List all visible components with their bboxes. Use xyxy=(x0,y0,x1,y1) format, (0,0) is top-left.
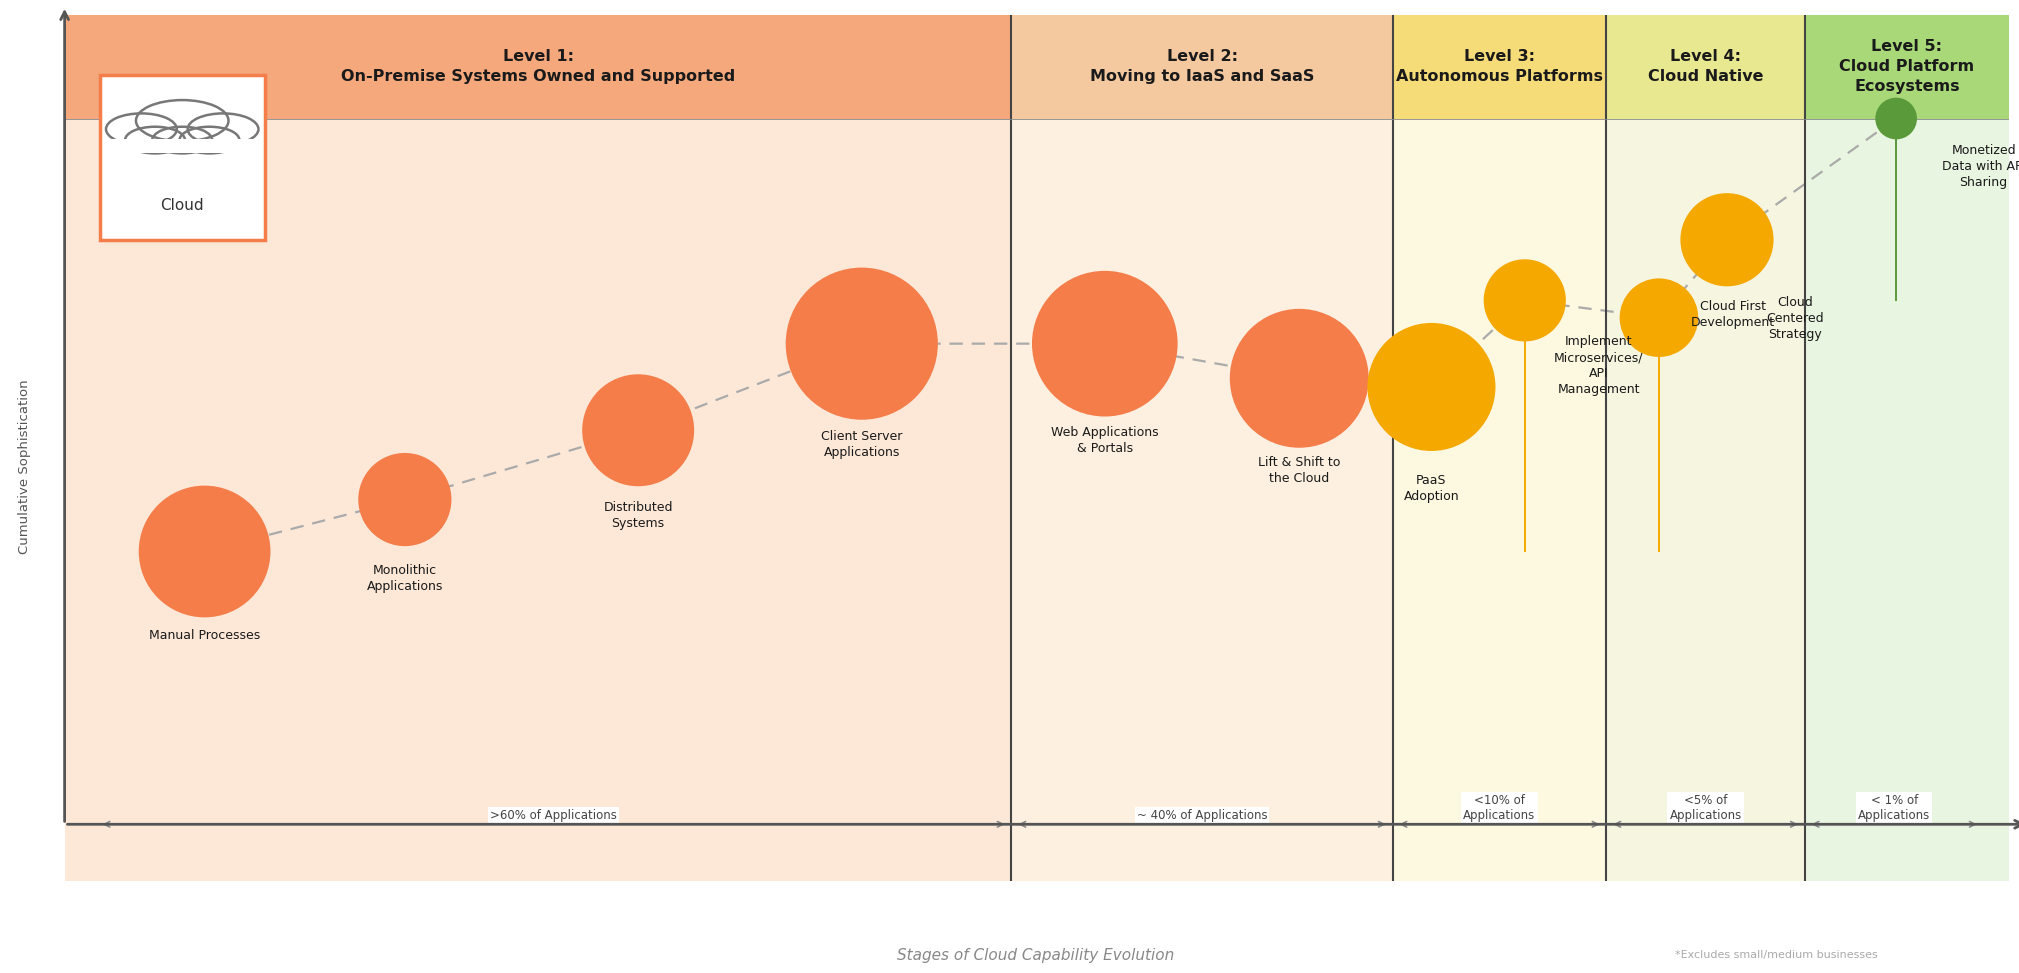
Bar xyxy=(65,119,1012,881)
Point xyxy=(390,491,422,507)
Circle shape xyxy=(151,126,212,154)
Circle shape xyxy=(107,114,178,145)
Bar xyxy=(111,139,252,154)
Text: PaaS
Adoption: PaaS Adoption xyxy=(1403,474,1460,503)
Circle shape xyxy=(180,126,240,154)
Text: Stages of Cloud Capability Evolution: Stages of Cloud Capability Evolution xyxy=(896,948,1175,963)
FancyBboxPatch shape xyxy=(99,75,264,239)
Text: >60% of Applications: >60% of Applications xyxy=(491,809,618,821)
Point xyxy=(1415,379,1448,395)
Text: Cumulative Sophistication: Cumulative Sophistication xyxy=(18,379,30,555)
Bar xyxy=(1393,15,1607,119)
Point xyxy=(1088,336,1121,351)
Bar xyxy=(1393,119,1607,881)
Text: Cloud First
Development: Cloud First Development xyxy=(1690,301,1775,330)
Text: < 1% of
Applications: < 1% of Applications xyxy=(1857,794,1930,821)
Circle shape xyxy=(188,114,258,145)
Text: Lift & Shift to
the Cloud: Lift & Shift to the Cloud xyxy=(1258,456,1341,486)
Text: Monolithic
Applications: Monolithic Applications xyxy=(367,564,442,594)
Circle shape xyxy=(135,100,228,141)
Bar xyxy=(1012,15,1393,119)
Text: Level 5:
Cloud Platform
Ecosystems: Level 5: Cloud Platform Ecosystems xyxy=(1839,39,1975,93)
Bar xyxy=(1607,119,1805,881)
Text: Web Applications
& Portals: Web Applications & Portals xyxy=(1052,426,1159,455)
Bar xyxy=(1012,119,1393,881)
Text: Manual Processes: Manual Processes xyxy=(149,630,260,642)
Point xyxy=(1508,293,1540,308)
Text: Distributed
Systems: Distributed Systems xyxy=(604,501,672,530)
Point xyxy=(1284,371,1316,386)
Text: Monetized
Data with API
Sharing: Monetized Data with API Sharing xyxy=(1942,144,2019,190)
Bar xyxy=(1805,119,2009,881)
Text: Level 4:
Cloud Native: Level 4: Cloud Native xyxy=(1648,50,1763,84)
Text: *Excludes small/medium businesses: *Excludes small/medium businesses xyxy=(1676,951,1878,960)
Text: ~ 40% of Applications: ~ 40% of Applications xyxy=(1137,809,1268,821)
Circle shape xyxy=(125,126,186,154)
Text: Level 1:
On-Premise Systems Owned and Supported: Level 1: On-Premise Systems Owned and Su… xyxy=(341,50,735,84)
Text: Level 3:
Autonomous Platforms: Level 3: Autonomous Platforms xyxy=(1395,50,1603,84)
Bar xyxy=(65,15,1012,119)
Text: <5% of
Applications: <5% of Applications xyxy=(1670,794,1742,821)
Text: Cloud: Cloud xyxy=(160,198,204,213)
Point xyxy=(1710,232,1742,247)
Point xyxy=(846,336,878,351)
Bar xyxy=(1607,15,1805,119)
Text: Cloud
Centered
Strategy: Cloud Centered Strategy xyxy=(1767,296,1823,341)
Text: Implement
Microservices/
API
Management: Implement Microservices/ API Management xyxy=(1555,335,1643,396)
Text: Level 2:
Moving to IaaS and SaaS: Level 2: Moving to IaaS and SaaS xyxy=(1090,50,1314,84)
Point xyxy=(1643,309,1676,325)
Point xyxy=(188,544,220,559)
Point xyxy=(1880,111,1912,126)
Point xyxy=(622,422,654,438)
Bar xyxy=(1805,15,2009,119)
Text: <10% of
Applications: <10% of Applications xyxy=(1464,794,1536,821)
Text: Client Server
Applications: Client Server Applications xyxy=(822,430,902,459)
